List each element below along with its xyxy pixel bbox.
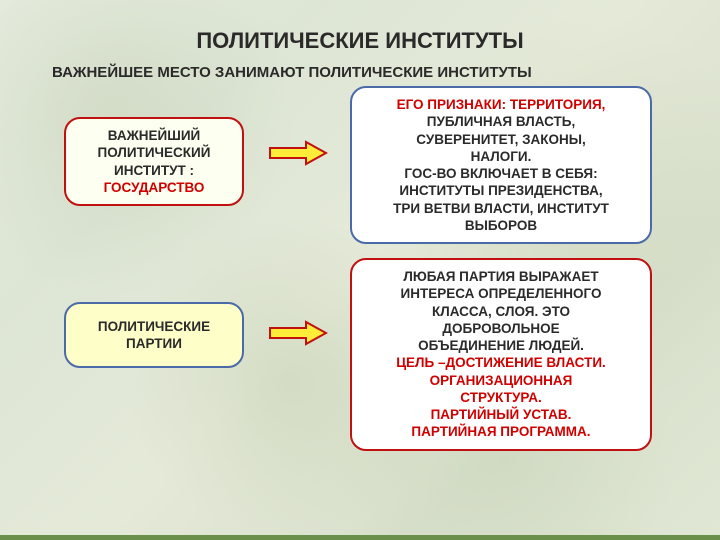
- box4-line: ИНТЕРЕСА ОПРЕДЕЛЕННОГО: [362, 285, 640, 302]
- bottom-border: [0, 535, 720, 540]
- box-political-parties: ПОЛИТИЧЕСКИЕ ПАРТИИ: [64, 302, 244, 368]
- box2-line: ИНСТИТУТЫ ПРЕЗИДЕНСТВА,: [362, 182, 640, 199]
- box1-line: ВАЖНЕЙШИЙ: [76, 127, 232, 144]
- box4-red-line: ПАРТИЙНАЯ ПРОГРАММА.: [362, 423, 640, 440]
- box2-red-line: ЕГО ПРИЗНАКИ: ТЕРРИТОРИЯ,: [362, 96, 640, 113]
- box4-line: ОБЪЕДИНЕНИЕ ЛЮДЕЙ.: [362, 337, 640, 354]
- box2-line: ГОС-ВО ВКЛЮЧАЕТ В СЕБЯ:: [362, 165, 640, 182]
- box2-line: ТРИ ВЕТВИ ВЛАСТИ, ИНСТИТУТ: [362, 200, 640, 217]
- page-subtitle: ВАЖНЕЙШЕЕ МЕСТО ЗАНИМАЮТ ПОЛИТИЧЕСКИЕ ИН…: [52, 64, 532, 81]
- page-title: ПОЛИТИЧЕСКИЕ ИНСТИТУТЫ: [0, 28, 720, 54]
- box1-line: ИНСТИТУТ :: [76, 162, 232, 179]
- box-state-features: ЕГО ПРИЗНАКИ: ТЕРРИТОРИЯ, ПУБЛИЧНАЯ ВЛАС…: [350, 86, 652, 244]
- box1-highlight: ГОСУДАРСТВО: [76, 179, 232, 196]
- arrow-icon: [268, 140, 328, 166]
- arrow-icon: [268, 320, 328, 346]
- box4-line: КЛАССА, СЛОЯ. ЭТО: [362, 303, 640, 320]
- box4-red-line: ОРГАНИЗАЦИОННАЯ: [362, 372, 640, 389]
- box2-line: СУВЕРЕНИТЕТ, ЗАКОНЫ,: [362, 131, 640, 148]
- box2-line: ВЫБОРОВ: [362, 217, 640, 234]
- box4-line: ЛЮБАЯ ПАРТИЯ ВЫРАЖАЕТ: [362, 268, 640, 285]
- box-party-description: ЛЮБАЯ ПАРТИЯ ВЫРАЖАЕТ ИНТЕРЕСА ОПРЕДЕЛЕН…: [350, 258, 652, 451]
- box2-line: ПУБЛИЧНАЯ ВЛАСТЬ,: [362, 113, 640, 130]
- box1-line: ПОЛИТИЧЕСКИЙ: [76, 144, 232, 161]
- box4-red-line: СТРУКТУРА.: [362, 389, 640, 406]
- box3-line: ПОЛИТИЧЕСКИЕ: [76, 318, 232, 335]
- slide-content: ПОЛИТИЧЕСКИЕ ИНСТИТУТЫ ВАЖНЕЙШЕЕ МЕСТО З…: [0, 0, 720, 540]
- box2-line: НАЛОГИ.: [362, 148, 640, 165]
- box4-red-line: ПАРТИЙНЫЙ УСТАВ.: [362, 406, 640, 423]
- box4-red-line: ЦЕЛЬ –ДОСТИЖЕНИЕ ВЛАСТИ.: [362, 354, 640, 371]
- box3-line: ПАРТИИ: [76, 335, 232, 352]
- box-state-institute: ВАЖНЕЙШИЙ ПОЛИТИЧЕСКИЙ ИНСТИТУТ : ГОСУДА…: [64, 117, 244, 206]
- box4-line: ДОБРОВОЛЬНОЕ: [362, 320, 640, 337]
